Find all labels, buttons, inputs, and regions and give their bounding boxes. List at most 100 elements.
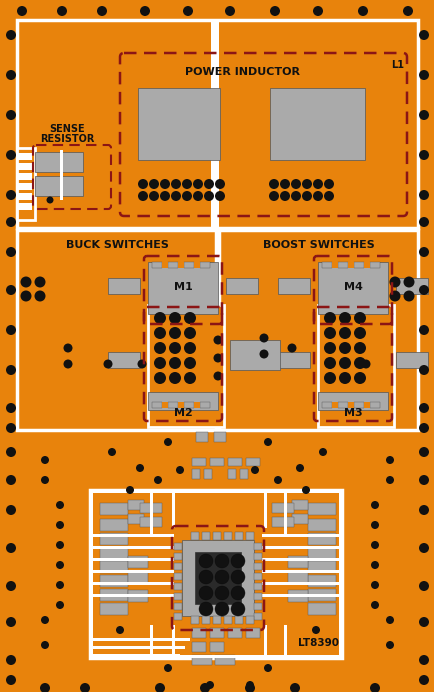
Circle shape [230,586,244,600]
Bar [253,573,261,580]
Bar [168,402,178,408]
Bar [363,262,369,268]
Circle shape [418,247,428,257]
Circle shape [230,602,244,616]
Circle shape [6,325,16,335]
Circle shape [154,372,166,384]
Circle shape [6,110,16,120]
Bar [150,490,153,535]
Bar [138,88,220,160]
Bar [174,583,181,590]
Bar [337,402,347,408]
Circle shape [418,655,428,665]
Circle shape [6,403,16,413]
Circle shape [154,312,166,324]
Bar [227,628,241,638]
Bar [331,262,337,268]
Circle shape [214,570,228,584]
Circle shape [20,277,31,287]
Bar [307,533,335,545]
Circle shape [63,360,72,369]
Circle shape [370,561,378,569]
Circle shape [198,570,213,584]
Circle shape [214,179,224,189]
Bar [100,603,128,615]
Circle shape [169,357,181,369]
Circle shape [154,476,161,484]
Bar [184,262,194,268]
Circle shape [149,191,159,201]
Circle shape [418,423,428,433]
Bar [213,616,220,624]
Bar [90,638,190,641]
Bar [174,573,181,580]
Circle shape [138,191,148,201]
Bar [178,262,184,268]
Bar [369,402,379,408]
Circle shape [418,70,428,80]
Bar [220,22,415,226]
Bar [246,532,253,540]
Bar [261,558,341,561]
Bar [174,613,181,620]
Bar [174,553,181,560]
Circle shape [289,683,299,692]
Circle shape [295,464,303,472]
Bar [338,490,341,658]
Circle shape [184,357,196,369]
Circle shape [154,357,166,369]
Bar [150,625,153,658]
Bar [210,628,224,638]
Circle shape [206,681,214,689]
Circle shape [385,616,393,624]
Bar [270,88,364,160]
Bar [128,500,144,510]
Bar [201,532,210,540]
Circle shape [56,561,64,569]
Circle shape [312,6,322,16]
Circle shape [279,191,289,201]
Bar [194,262,200,268]
Bar [224,616,231,624]
Circle shape [183,6,193,16]
Bar [321,262,331,268]
Bar [148,262,217,314]
Bar [194,552,240,604]
Bar [331,402,337,408]
Bar [307,547,335,559]
Bar [210,642,224,652]
Bar [90,582,174,585]
Bar [17,20,417,228]
Text: L1: L1 [390,60,403,70]
Circle shape [418,190,428,200]
Bar [214,655,234,665]
Bar [90,490,93,658]
Circle shape [402,6,412,16]
Circle shape [370,541,378,549]
Circle shape [6,217,16,227]
Bar [263,625,266,657]
Bar [287,572,307,584]
Bar [148,305,224,427]
Circle shape [325,360,334,369]
Bar [17,193,32,200]
Circle shape [323,342,335,354]
Bar [261,570,341,573]
Circle shape [369,683,379,692]
Circle shape [6,655,16,665]
Circle shape [323,179,333,189]
Bar [395,352,427,368]
Bar [168,262,178,268]
Bar [363,402,369,408]
Bar [128,556,148,568]
Bar [181,540,253,616]
Circle shape [353,342,365,354]
Bar [261,582,341,585]
Circle shape [403,291,414,302]
Bar [100,503,128,515]
Circle shape [40,683,50,692]
Circle shape [353,327,365,339]
Bar [128,572,148,584]
Bar [317,262,387,314]
Bar [253,553,261,560]
